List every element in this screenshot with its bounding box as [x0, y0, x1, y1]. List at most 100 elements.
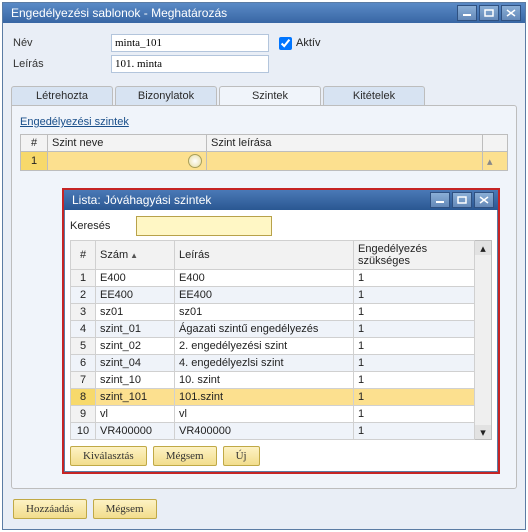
list-footer: Kiválasztás Mégsem Új [70, 446, 492, 466]
list-window: Lista: Jóváhagyási szintek Keresés # Szá… [62, 188, 500, 474]
grid-cell-req: 1 [354, 423, 475, 440]
grid-row[interactable]: 10VR400000VR4000001 [71, 423, 475, 440]
grid-col-desc[interactable]: Leírás [175, 241, 354, 270]
grid-cell-req: 1 [354, 372, 475, 389]
main-title: Engedélyezési sablonok - Meghatározás [11, 6, 227, 20]
close-icon[interactable] [501, 5, 521, 21]
grid-cell-req: 1 [354, 304, 475, 321]
grid-cell-num: 4 [71, 321, 96, 338]
grid-cell-num: 7 [71, 372, 96, 389]
levels-scroll-header [483, 135, 508, 152]
levels-row-num: 1 [21, 152, 48, 171]
grid-cell-num: 8 [71, 389, 96, 406]
minimize-icon[interactable] [457, 5, 477, 21]
list-scrollbar[interactable]: ▴ ▾ [475, 240, 492, 440]
grid-row[interactable]: 3sz01sz011 [71, 304, 475, 321]
grid-cell-desc: VR400000 [175, 423, 354, 440]
grid-row[interactable]: 1E400E4001 [71, 270, 475, 287]
grid-cell-req: 1 [354, 406, 475, 423]
grid-cell-desc: 101.szint [175, 389, 354, 406]
new-button[interactable]: Új [223, 446, 260, 466]
select-button[interactable]: Kiválasztás [70, 446, 147, 466]
levels-col-name[interactable]: Szint neve [48, 135, 207, 152]
tab-kitetetek[interactable]: Kitételek [323, 86, 425, 105]
sort-asc-icon: ▲ [130, 251, 138, 260]
levels-col-desc[interactable]: Szint leírása [207, 135, 483, 152]
tab-bizonylatok[interactable]: Bizonylatok [115, 86, 217, 105]
levels-scroll-up[interactable]: ▴ [483, 152, 508, 171]
list-cancel-button[interactable]: Mégsem [153, 446, 217, 466]
grid-cell-desc: E400 [175, 270, 354, 287]
lookup-icon[interactable] [188, 154, 202, 168]
grid-cell-code: EE400 [96, 287, 175, 304]
add-button[interactable]: Hozzáadás [13, 499, 87, 519]
levels-row[interactable]: 1 ▴ [21, 152, 508, 171]
form-area: Név Aktív Leírás [3, 23, 525, 80]
grid-cell-desc: Ágazati szintű engedélyezés [175, 321, 354, 338]
tab-letrehozta[interactable]: Létrehozta [11, 86, 113, 105]
grid-cell-code: szint_04 [96, 355, 175, 372]
grid-row[interactable]: 2EE400EE4001 [71, 287, 475, 304]
grid-cell-code: szint_10 [96, 372, 175, 389]
levels-row-name[interactable] [48, 152, 207, 171]
scroll-up-icon[interactable]: ▴ [475, 241, 491, 255]
scroll-down-icon[interactable]: ▾ [475, 425, 491, 439]
maximize-icon[interactable] [479, 5, 499, 21]
main-footer: Hozzáadás Mégsem [13, 499, 157, 519]
list-maximize-icon[interactable] [452, 192, 472, 208]
grid-row[interactable]: 8szint_101101.szint1 [71, 389, 475, 406]
name-field[interactable] [111, 34, 269, 52]
search-input[interactable] [136, 216, 272, 236]
grid-cell-code: szint_02 [96, 338, 175, 355]
levels-table: # Szint neve Szint leírása 1 ▴ [20, 134, 508, 171]
main-cancel-button[interactable]: Mégsem [93, 499, 157, 519]
levels-section-link[interactable]: Engedélyezési szintek [20, 116, 129, 128]
grid-cell-num: 10 [71, 423, 96, 440]
main-titlebar[interactable]: Engedélyezési sablonok - Meghatározás [3, 3, 525, 23]
levels-row-desc[interactable] [207, 152, 483, 171]
tabs: Létrehozta Bizonylatok Szintek Kitételek [11, 86, 517, 105]
search-label: Keresés [70, 220, 136, 232]
levels-col-num[interactable]: # [21, 135, 48, 152]
grid-cell-code: VR400000 [96, 423, 175, 440]
active-checkbox[interactable] [279, 37, 292, 50]
active-label: Aktív [296, 37, 320, 49]
grid-cell-num: 5 [71, 338, 96, 355]
list-minimize-icon[interactable] [430, 192, 450, 208]
grid-col-req[interactable]: Engedélyezés szükséges [354, 241, 475, 270]
list-titlebar[interactable]: Lista: Jóváhagyási szintek [64, 190, 498, 210]
grid-cell-desc: sz01 [175, 304, 354, 321]
list-title: Lista: Jóváhagyási szintek [72, 193, 211, 207]
grid-cell-req: 1 [354, 270, 475, 287]
grid-cell-req: 1 [354, 287, 475, 304]
grid-cell-code: szint_01 [96, 321, 175, 338]
grid-row[interactable]: 5szint_022. engedélyezési szint1 [71, 338, 475, 355]
tab-szintek[interactable]: Szintek [219, 86, 321, 105]
grid-cell-desc: 2. engedélyezési szint [175, 338, 354, 355]
list-grid: # Szám▲ Leírás Engedélyezés szükséges 1E… [70, 240, 475, 440]
grid-cell-code: szint_101 [96, 389, 175, 406]
grid-cell-code: sz01 [96, 304, 175, 321]
grid-cell-desc: 4. engedélyezlsi szint [175, 355, 354, 372]
grid-cell-num: 2 [71, 287, 96, 304]
grid-cell-num: 6 [71, 355, 96, 372]
name-label: Név [13, 37, 111, 49]
grid-cell-desc: 10. szint [175, 372, 354, 389]
desc-field[interactable] [111, 55, 269, 73]
grid-cell-req: 1 [354, 338, 475, 355]
grid-row[interactable]: 7szint_1010. szint1 [71, 372, 475, 389]
grid-cell-num: 9 [71, 406, 96, 423]
grid-row[interactable]: 6szint_044. engedélyezlsi szint1 [71, 355, 475, 372]
grid-col-num[interactable]: # [71, 241, 96, 270]
grid-cell-req: 1 [354, 355, 475, 372]
grid-row[interactable]: 4szint_01Ágazati szintű engedélyezés1 [71, 321, 475, 338]
grid-cell-desc: EE400 [175, 287, 354, 304]
grid-cell-code: vl [96, 406, 175, 423]
grid-col-code[interactable]: Szám▲ [96, 241, 175, 270]
desc-label: Leírás [13, 58, 111, 70]
grid-cell-desc: vl [175, 406, 354, 423]
grid-row[interactable]: 9vlvl1 [71, 406, 475, 423]
list-close-icon[interactable] [474, 192, 494, 208]
grid-cell-num: 3 [71, 304, 96, 321]
grid-cell-req: 1 [354, 321, 475, 338]
